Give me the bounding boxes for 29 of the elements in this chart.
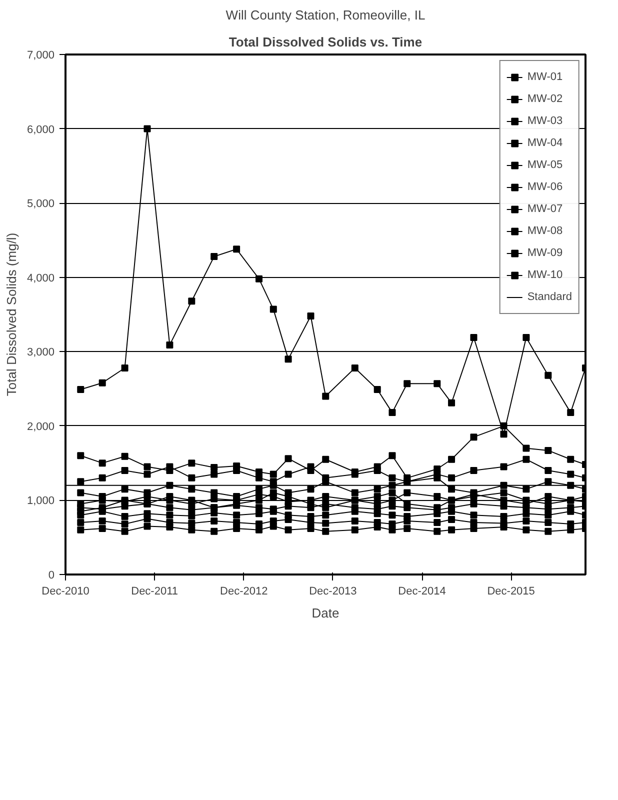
- y-tick-label: 0: [48, 570, 55, 582]
- x-tick-label: Dec-2010: [42, 586, 90, 598]
- legend-label: MW-04: [527, 137, 564, 149]
- x-axis-title: Date: [312, 606, 340, 620]
- legend-label: Standard: [527, 291, 572, 303]
- legend-label: MW-06: [527, 181, 564, 193]
- y-tick-label: 5,000: [26, 198, 55, 210]
- legend-label: MW-08: [527, 225, 564, 237]
- y-axis-title: Total Dissolved Solids (mg/l): [4, 232, 19, 396]
- legend-label: MW-01: [527, 71, 564, 83]
- x-tick-label: Dec-2011: [131, 586, 178, 598]
- x-tick-label: Dec-2015: [487, 586, 535, 598]
- y-tick-label: 6,000: [26, 124, 55, 136]
- legend-label: MW-07: [527, 203, 564, 215]
- y-tick-label: 1,000: [26, 495, 55, 508]
- x-tick-label: Dec-2014: [398, 586, 446, 598]
- y-tick-label: 2,000: [26, 420, 55, 433]
- y-tick-label: 4,000: [26, 272, 55, 284]
- x-tick-label: Dec-2013: [309, 586, 357, 598]
- chart-subtitle: Will County Station, Romeoville, IL: [226, 8, 426, 22]
- legend-label: MW-05: [527, 159, 564, 171]
- x-tick-label: Dec-2012: [220, 586, 268, 598]
- legend-label: MW-02: [527, 93, 564, 105]
- legend-label: MW-09: [527, 247, 564, 259]
- chart-title: Total Dissolved Solids vs. Time: [228, 34, 422, 50]
- legend-label: MW-10: [527, 269, 564, 281]
- y-tick-label: 7,000: [26, 50, 55, 62]
- legend-label: MW-03: [527, 115, 564, 127]
- y-tick-label: 3,000: [26, 346, 55, 359]
